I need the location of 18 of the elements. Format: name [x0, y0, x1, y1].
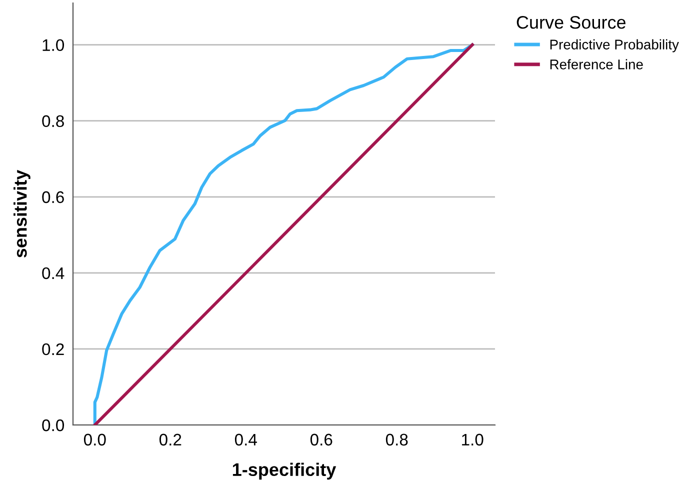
legend-title: Curve Source — [516, 16, 626, 29]
x-tick-label: 0.4 — [234, 434, 257, 446]
legend-label: Predictive Probability — [550, 39, 679, 52]
x-tick-label: 1.0 — [462, 434, 484, 446]
y-tick-label: 0.0 — [42, 419, 64, 432]
x-tick-label: 0.8 — [386, 434, 408, 446]
line-series — [93, 43, 474, 425]
y-tick-label: 0.8 — [42, 115, 64, 128]
y-tick-label: 0.4 — [42, 267, 64, 280]
x-axis-title: 1-specificity — [232, 462, 336, 480]
y-tick-label: 0.6 — [42, 191, 64, 204]
y-tick-label: 1.0 — [42, 39, 64, 52]
x-tick-label: 0.6 — [310, 434, 332, 446]
legend-label: Reference Line — [550, 59, 643, 70]
x-tick-label: 0.0 — [84, 434, 106, 446]
y-axis-title: sensitivity — [14, 170, 30, 258]
y-tick-label: 0.2 — [42, 343, 64, 356]
x-tick-label: 0.2 — [159, 434, 182, 446]
